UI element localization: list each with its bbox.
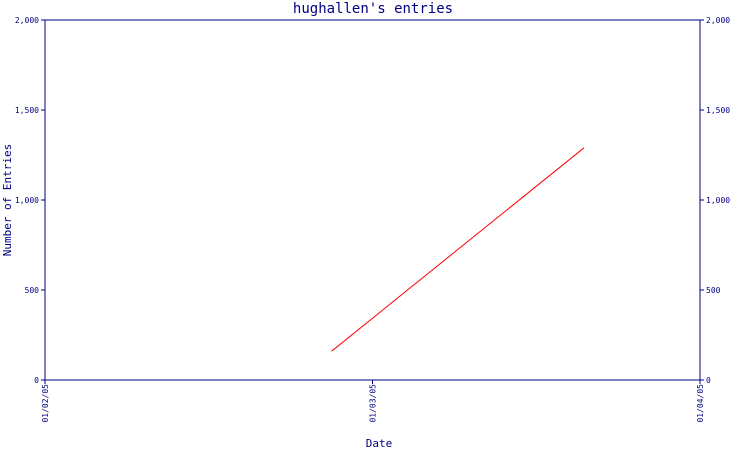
x-tick-label: 01/04/05 [696,384,705,423]
y-tick-label-left: 2,000 [15,16,39,25]
entries-series-line [331,147,585,352]
x-tick-label: 01/03/05 [369,384,378,423]
y-tick-label-left: 1,000 [15,196,39,205]
y-tick-label-right: 1,000 [706,196,730,205]
y-tick-label-left: 1,500 [15,106,39,115]
y-tick-label-right: 500 [706,286,721,295]
x-tick-label: 01/02/05 [41,384,50,423]
series-layer [331,147,585,352]
y-axis-label: Number of Entries [1,144,14,257]
y-tick-label-left: 500 [25,286,40,295]
y-tick-label-right: 1,500 [706,106,730,115]
y-tick-label-right: 0 [706,376,711,385]
plot-frame [44,19,701,381]
x-axis-ticks: 01/02/05 01/03/05 01/04/05 [41,380,705,423]
y-tick-label-left: 0 [34,376,39,385]
y-tick-label-right: 2,000 [706,16,730,25]
chart-title: hughallen's entries [293,1,453,17]
y-axis-ticks: 0 0 500 500 1,000 1,000 1,500 1,500 2,000 2,000 [15,16,730,385]
x-axis-label: Date [366,437,393,450]
